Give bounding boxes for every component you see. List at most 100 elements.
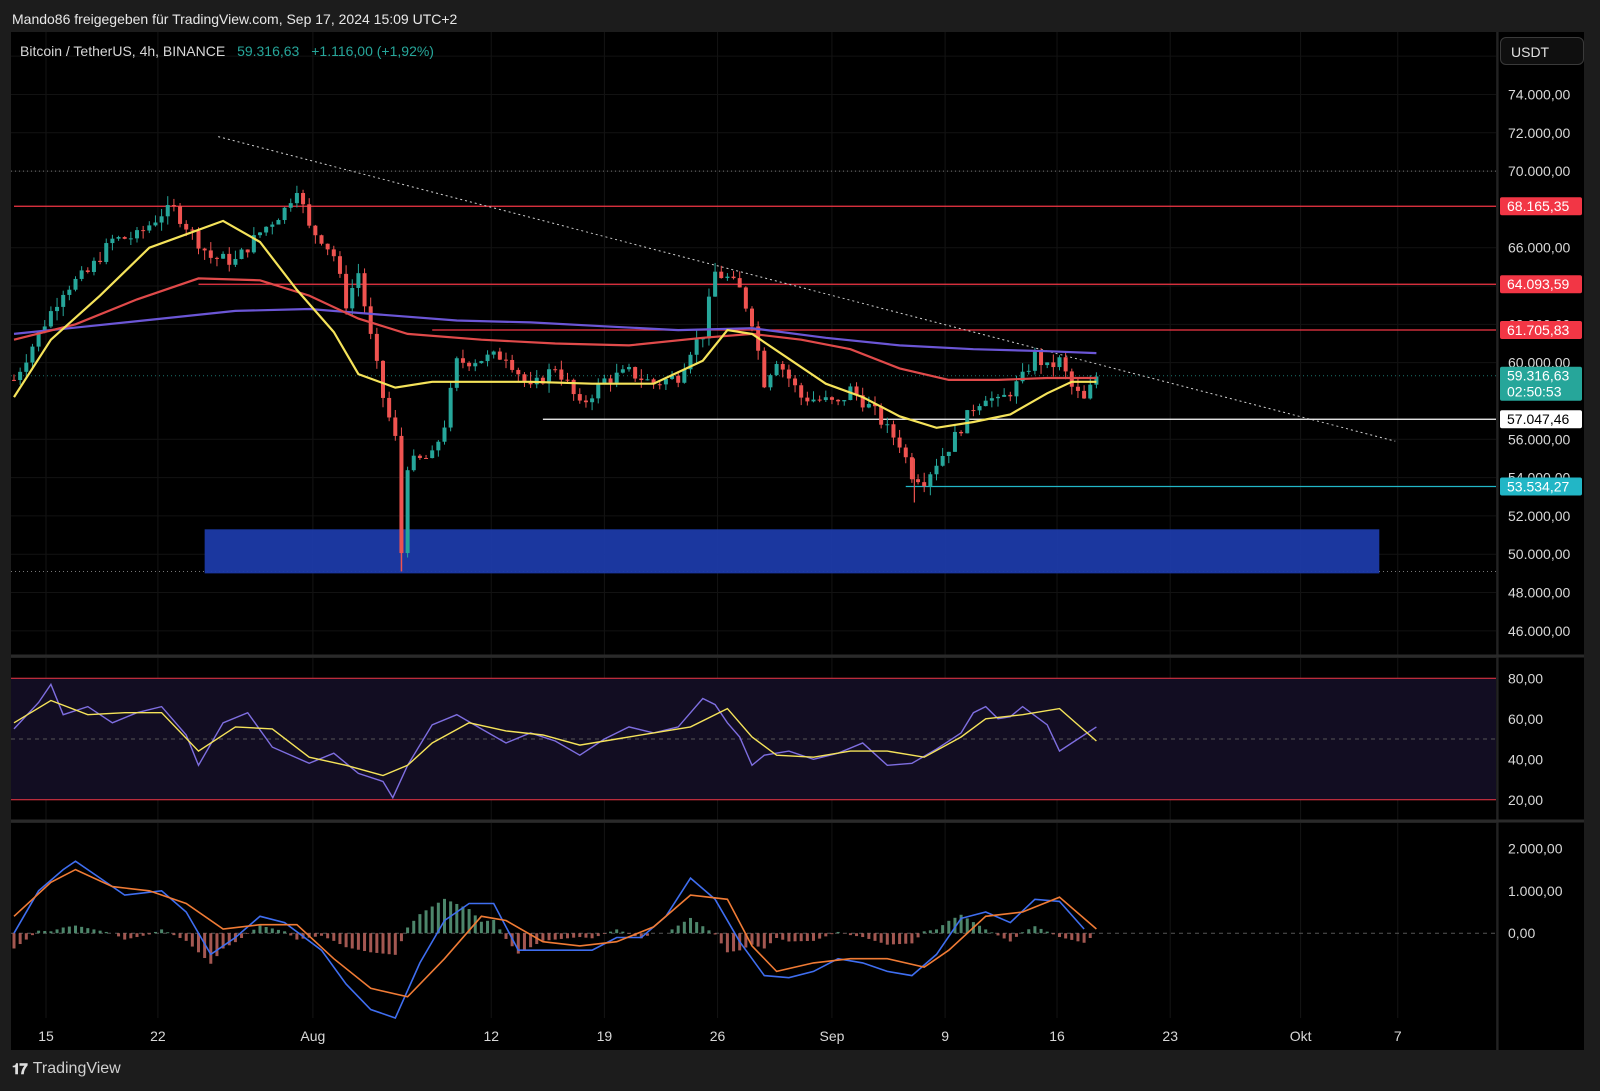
candle-body [405, 470, 410, 554]
candle-body [67, 289, 72, 295]
candle-body [1094, 376, 1099, 385]
currency-button[interactable]: USDT [1500, 37, 1584, 65]
candle-body [897, 437, 902, 448]
macd-hist-bar [953, 917, 957, 934]
candle-body [239, 249, 244, 259]
candle-body [245, 249, 250, 253]
macd-hist-bar [486, 920, 490, 934]
candle-body [559, 369, 564, 380]
candle-body [1032, 351, 1037, 371]
macd-hist-bar [49, 931, 53, 934]
candle-body [940, 455, 945, 466]
candle-body [602, 378, 607, 384]
countdown-text: 02:50:53 [1507, 384, 1562, 400]
price-tick-label: 74.000,00 [1508, 86, 1570, 102]
price-tick-label: 60.000,00 [1508, 355, 1570, 371]
candle-body [694, 339, 699, 355]
candle-body [387, 397, 392, 418]
candle-body [774, 364, 779, 376]
candle-body [540, 377, 545, 384]
candle-body [258, 232, 262, 236]
price-label-box [1500, 477, 1582, 496]
macd-hist-bar [762, 933, 766, 949]
macd-hist-bar [855, 933, 859, 937]
candle-body [553, 369, 558, 371]
macd-hist-bar [1039, 928, 1043, 934]
macd-pane [11, 823, 1496, 1018]
macd-hist-bar [289, 933, 293, 936]
brand-label: TradingView [32, 1060, 121, 1077]
footer-brand[interactable]: 𝟏𝟕 TradingView [12, 1060, 121, 1078]
candle-body [737, 278, 742, 288]
macd-hist-bar [885, 933, 889, 945]
price-label-text: 57.047,46 [1507, 411, 1569, 427]
candle-body [522, 374, 527, 381]
macd-hist-bar [117, 933, 121, 937]
candle-body [983, 400, 988, 407]
candle-body [184, 223, 189, 230]
macd-hist-bar [338, 933, 342, 945]
candle-body [91, 260, 96, 272]
symbol-info: Bitcoin / TetherUS, 4h, BINANCE 59.316,6… [20, 43, 434, 59]
macd-hist-bar [1051, 933, 1055, 935]
macd-hist-bar [922, 931, 926, 934]
candle-body [829, 397, 834, 400]
candle-body [854, 386, 859, 396]
candle-body [805, 397, 810, 402]
macd-hist-bar [184, 933, 188, 941]
candle-body [547, 369, 552, 384]
macd-hist-bar [689, 917, 692, 934]
macd-hist-bar [467, 909, 471, 934]
candle-body [922, 482, 927, 487]
candle-body [48, 311, 53, 327]
macd-hist-bar [602, 933, 606, 934]
macd-hist-bar [529, 933, 533, 948]
macd-hist-bar [898, 933, 902, 945]
candle-body [706, 296, 711, 339]
rsi-tick-label: 80,00 [1508, 670, 1543, 686]
macd-hist-bar [547, 933, 551, 941]
candle-body [42, 326, 47, 332]
candle-body [750, 308, 754, 327]
candle-body [98, 260, 103, 262]
candle-body [104, 243, 109, 262]
macd-hist-bar [418, 914, 422, 934]
macd-hist-bar [332, 933, 336, 941]
macd-hist-bar [30, 933, 34, 936]
macd-hist-bar [553, 933, 557, 940]
macd-hist-bar [203, 933, 207, 959]
macd-hist-bar [873, 933, 877, 941]
price-label-box [1500, 197, 1582, 216]
time-tick-label: 7 [1394, 1028, 1402, 1044]
macd-hist-bar [1008, 933, 1012, 942]
candle-body [866, 404, 871, 408]
candle-body [510, 359, 515, 370]
macd-hist-bar [904, 933, 908, 944]
price-tick-label: 50.000,00 [1508, 546, 1570, 562]
macd-hist-bar [375, 933, 379, 953]
candle-body [571, 379, 576, 395]
macd-hist-bar [867, 933, 871, 939]
candle-body [313, 225, 318, 236]
candle-body [780, 364, 785, 370]
macd-hist-bar [129, 933, 133, 939]
macd-hist-bar [935, 929, 938, 934]
candle-body [424, 457, 429, 459]
time-tick-label: 26 [710, 1028, 726, 1044]
candle-body [1008, 394, 1013, 397]
candle-body [454, 358, 459, 388]
macd-hist-bar [67, 926, 71, 934]
candle-body [110, 238, 115, 244]
candle-body [55, 306, 60, 312]
macd-hist-bar [725, 933, 729, 953]
candle-body [381, 360, 385, 398]
macd-hist-bar [609, 931, 613, 934]
macd-hist-bar [1070, 933, 1074, 940]
macd-hist-bar [891, 933, 895, 945]
macd-hist-bar [732, 933, 736, 952]
candle-body [307, 204, 312, 226]
macd-hist-bar [1082, 933, 1086, 943]
price-label-text: 61.705,83 [1507, 322, 1569, 338]
macd-hist-bar [959, 914, 963, 934]
